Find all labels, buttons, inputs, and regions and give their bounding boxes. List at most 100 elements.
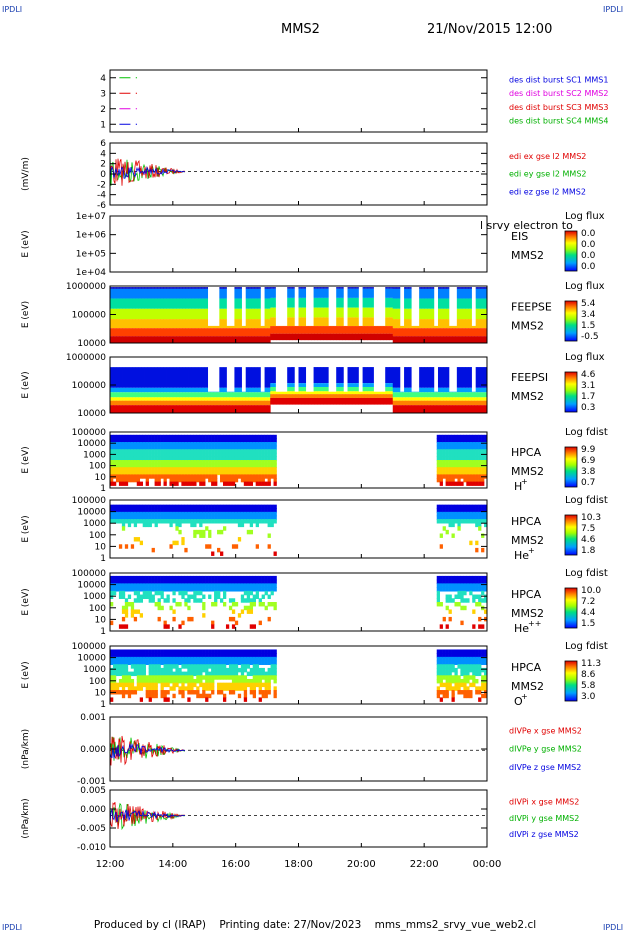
instrument-hpca-h: HPCA bbox=[511, 446, 542, 459]
ytick-hpca-h-3: 100 bbox=[89, 462, 106, 472]
xtick-1: 14:00 bbox=[158, 859, 187, 870]
colorbar-label-feepse-2: 1.5 bbox=[581, 321, 595, 331]
spacecraft-hpca-he2: MMS2 bbox=[511, 607, 544, 620]
colorbar-eis bbox=[564, 230, 578, 272]
ytick-divpe-0: 0.001 bbox=[80, 713, 106, 723]
colorbar-label-hpca-he-1: 7.5 bbox=[581, 524, 595, 534]
colorbar-label-feepsi-2: 1.7 bbox=[581, 392, 595, 402]
ytick-hpca-he2-3: 100 bbox=[89, 604, 106, 614]
colorbar-label-feepse-3: -0.5 bbox=[581, 332, 599, 342]
ytick-edi-e-field-3: 0 bbox=[100, 170, 106, 180]
legend-divpi-2: dIVPi z gse MMS2 bbox=[509, 830, 579, 839]
spacecraft-hpca-o: MMS2 bbox=[511, 680, 544, 693]
ytick-hpca-he2-0: 100000 bbox=[72, 569, 107, 579]
legend-des-dist-burst-3: des dist burst SC4 MMS4 bbox=[509, 117, 608, 126]
ytick-hpca-h-2: 1000 bbox=[83, 450, 106, 460]
instrument-hpca-he: HPCA bbox=[511, 515, 542, 528]
ytick-edi-e-field-1: 4 bbox=[100, 149, 106, 159]
legend-des-dist-burst-0: des dist burst SC1 MMS1 bbox=[509, 75, 608, 84]
panel-des-dist-burst: 1 2 3 4 des dist burst SC1 MMS1 des dist burs… bbox=[100, 69, 608, 133]
colorbar-label-eis-1: 0.0 bbox=[581, 240, 596, 250]
xtick-3: 18:00 bbox=[284, 859, 313, 870]
spectrogram-hpca-he bbox=[110, 504, 488, 556]
overlay-text-eis: l srvy electron to bbox=[480, 219, 573, 232]
ytick-divpi-1: 0.000 bbox=[80, 805, 106, 815]
colorbar-label-hpca-he2-1: 7.2 bbox=[581, 597, 595, 607]
spacecraft-title: MMS2 bbox=[281, 22, 320, 37]
ytick-eis-0: 1e+07 bbox=[76, 212, 106, 222]
ytick-divpi-3: -0.010 bbox=[77, 843, 106, 853]
colorbar-title-feepse: Log flux bbox=[565, 281, 605, 292]
ytick-edi-e-field-4: -2 bbox=[97, 180, 106, 190]
colorbar-label-hpca-o-2: 5.8 bbox=[581, 681, 596, 691]
legend-divpe-2: dIVPe z gse MMS2 bbox=[509, 763, 581, 772]
ytick-feepsi-1: 100000 bbox=[72, 381, 107, 391]
colorbar-hpca-he bbox=[564, 514, 578, 556]
colorbar-title-hpca-he: Log fdist bbox=[565, 495, 608, 506]
species-hpca-h: H bbox=[514, 480, 522, 493]
ytick-des-dist-burst-3: 4 bbox=[100, 74, 106, 84]
colorbar-title-hpca-he2: Log fdist bbox=[565, 568, 608, 579]
ytick-hpca-he-4: 10 bbox=[95, 542, 107, 552]
spectrogram-feepse bbox=[110, 286, 488, 343]
series-divpe-2 bbox=[109, 742, 186, 759]
colorbar-title-feepsi: Log flux bbox=[565, 352, 605, 363]
ytick-hpca-o-3: 100 bbox=[89, 677, 106, 687]
legend-divpi-1: dIVPi y gse MMS2 bbox=[509, 814, 579, 823]
ytick-divpi-2: -0.005 bbox=[77, 824, 106, 834]
colorbar-feepse bbox=[564, 300, 578, 342]
legend-divpe-0: dIVPe x gse MMS2 bbox=[509, 726, 582, 735]
corner-label-top-left: IPDLI bbox=[2, 5, 23, 14]
ytick-eis-3: 1e+04 bbox=[76, 268, 107, 278]
xtick-4: 20:00 bbox=[347, 859, 376, 870]
instrument-eis: EIS bbox=[511, 230, 528, 243]
ylabel-hpca-he2: E (eV) bbox=[21, 588, 31, 615]
xtick-6: 00:00 bbox=[473, 859, 502, 870]
colorbar-label-hpca-o-3: 3.0 bbox=[581, 692, 596, 702]
panel-eis: 1e+07 1e+06 1e+05 1e+04 E (eV) EIS MMS2 l srvy … bbox=[21, 211, 605, 278]
ytick-edi-e-field-5: -4 bbox=[97, 191, 106, 201]
colorbar-label-feepse-1: 3.4 bbox=[581, 310, 596, 320]
colorbar-label-hpca-he2-0: 10.0 bbox=[581, 586, 601, 596]
ytick-edi-e-field-2: 2 bbox=[100, 160, 106, 170]
xtick-2: 16:00 bbox=[221, 859, 250, 870]
ytick-hpca-he2-4: 10 bbox=[95, 615, 107, 625]
colorbar-label-feepsi-1: 3.1 bbox=[581, 381, 595, 391]
ytick-feepse-2: 10000 bbox=[77, 339, 106, 349]
ylabel-feepse: E (eV) bbox=[21, 301, 31, 328]
ytick-hpca-o-2: 1000 bbox=[83, 665, 106, 675]
ytick-hpca-he-0: 100000 bbox=[72, 496, 107, 506]
colorbar-label-hpca-o-0: 11.3 bbox=[581, 659, 601, 669]
ytick-edi-e-field-6: -6 bbox=[97, 201, 106, 211]
colorbar-label-feepsi-0: 4.6 bbox=[581, 370, 596, 380]
xtick-0: 12:00 bbox=[96, 859, 125, 870]
colorbar-hpca-o bbox=[564, 660, 578, 702]
colorbar-label-hpca-h-0: 9.9 bbox=[581, 445, 596, 455]
panel-feepsi: 1000000 100000 10000 E (eV) FEEPSI MMS2 Log fl… bbox=[21, 352, 605, 419]
ytick-des-dist-burst-2: 3 bbox=[100, 89, 106, 99]
summary-plot: 1 2 3 4 des dist burst SC1 MMS1 des dist burs… bbox=[21, 69, 608, 870]
panel-feepse: 1000000 100000 10000 E (eV) FEEPSE MMS2 Log fl… bbox=[21, 281, 605, 349]
legend-divpi-0: dIVPi x gse MMS2 bbox=[509, 798, 579, 807]
series-divpe-1 bbox=[109, 735, 186, 766]
footer-printing-date: Printing date: 27/Nov/2023 bbox=[219, 919, 362, 931]
colorbar-label-hpca-he-2: 4.6 bbox=[581, 535, 596, 545]
legend-des-dist-burst-1: des dist burst SC2 MMS2 bbox=[509, 89, 608, 98]
series-divpi-1 bbox=[109, 801, 186, 830]
colorbar-label-feepsi-3: 0.3 bbox=[581, 403, 595, 413]
ytick-hpca-h-0: 100000 bbox=[72, 428, 107, 438]
legend-edi-e-field-1: edi ey gse l2 MMS2 bbox=[509, 170, 587, 179]
ylabel-hpca-o: E (eV) bbox=[21, 661, 31, 688]
spectrogram-feepsi bbox=[110, 357, 488, 413]
legend-edi-e-field-2: edi ez gse l2 MMS2 bbox=[509, 187, 586, 196]
ytick-des-dist-burst-1: 2 bbox=[100, 105, 106, 115]
ytick-feepsi-2: 10000 bbox=[77, 409, 106, 419]
ytick-feepsi-0: 1000000 bbox=[66, 353, 106, 363]
instrument-feepse: FEEPSE bbox=[511, 301, 552, 314]
ytick-hpca-he2-2: 1000 bbox=[83, 592, 106, 602]
ytick-des-dist-burst-0: 1 bbox=[100, 120, 106, 130]
colorbar-label-eis-0: 0.0 bbox=[581, 229, 596, 239]
